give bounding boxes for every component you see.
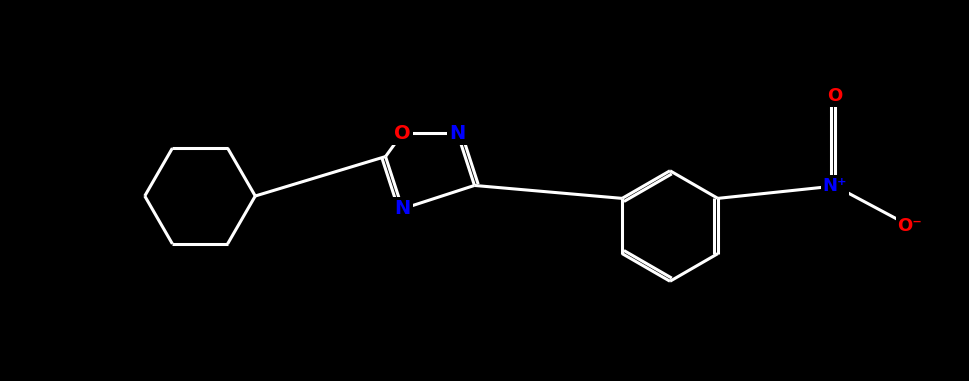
Text: O⁻: O⁻	[897, 217, 922, 235]
Text: N: N	[394, 199, 411, 218]
Text: O: O	[394, 124, 411, 142]
Text: N: N	[450, 124, 465, 142]
Text: N⁺: N⁺	[823, 177, 847, 195]
Text: O: O	[828, 87, 843, 105]
